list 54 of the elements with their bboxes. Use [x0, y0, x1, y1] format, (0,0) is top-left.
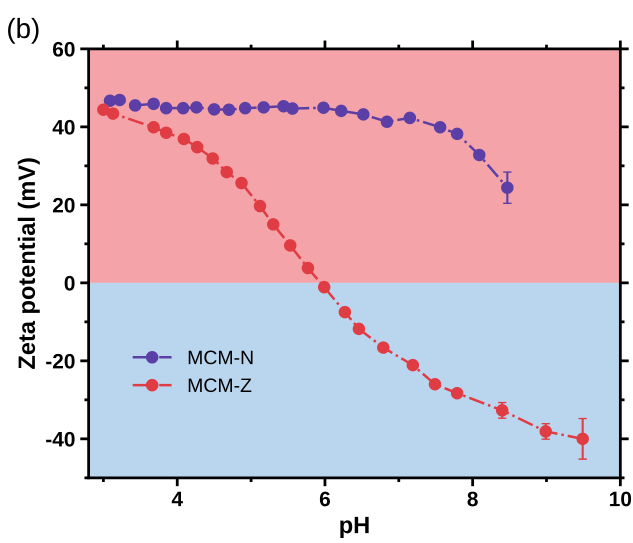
point	[128, 99, 142, 112]
legend-label: MCM-N	[188, 350, 253, 364]
point	[113, 94, 126, 106]
point	[357, 108, 370, 121]
text: (b)	[8, 18, 39, 44]
y-tick-label: 60	[53, 42, 75, 57]
y-tick-label: 40	[52, 120, 75, 135]
x-axis-title: pH	[340, 516, 369, 538]
point	[302, 262, 314, 274]
point	[178, 132, 190, 146]
point	[206, 152, 219, 165]
x-tick-label: 8	[468, 492, 478, 506]
point	[377, 341, 390, 354]
point	[473, 148, 486, 162]
point	[334, 104, 348, 118]
point	[235, 176, 248, 190]
point	[97, 103, 110, 116]
legend-label: MCM-Z	[188, 378, 252, 392]
point	[406, 358, 420, 372]
y-axis-title: Zeta potential (mV)	[18, 158, 40, 369]
point	[147, 98, 160, 110]
point	[220, 166, 233, 178]
x-tick-label: 10	[610, 492, 632, 506]
point	[450, 128, 464, 140]
point	[160, 102, 172, 114]
x-tick-label: 6	[320, 492, 330, 506]
point	[428, 378, 442, 390]
point	[257, 101, 270, 114]
point	[450, 386, 464, 400]
point	[190, 101, 203, 114]
point	[338, 306, 352, 318]
point	[317, 102, 330, 114]
point	[266, 218, 280, 231]
point	[222, 103, 236, 116]
y-tick-label: -40	[46, 432, 75, 447]
point	[352, 322, 366, 336]
y-tick-label: 0	[64, 276, 75, 291]
point	[176, 102, 190, 114]
y-tick-label: -20	[46, 354, 75, 369]
point	[380, 116, 394, 128]
point	[434, 121, 446, 134]
point	[284, 239, 296, 252]
point	[208, 103, 220, 116]
point	[404, 112, 416, 124]
point	[160, 126, 172, 139]
point	[147, 121, 160, 134]
point	[106, 107, 120, 120]
point	[254, 200, 266, 212]
x-tick-label: 4	[172, 492, 183, 506]
point	[286, 102, 299, 115]
point	[190, 140, 204, 154]
y-tick-label: 20	[52, 198, 75, 213]
point	[318, 280, 330, 294]
point	[238, 102, 252, 114]
